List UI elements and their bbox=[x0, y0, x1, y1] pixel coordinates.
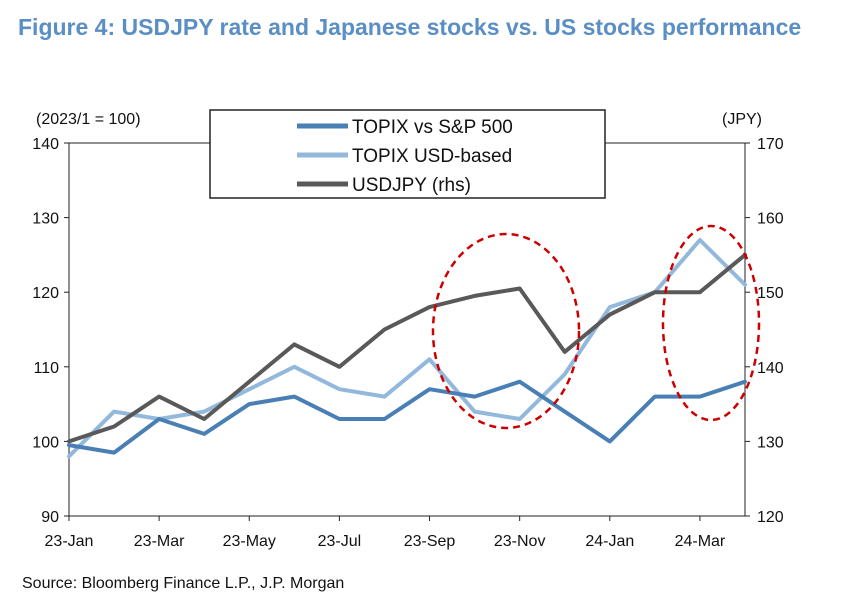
y-tick-label: 140 bbox=[32, 136, 59, 153]
legend-label-topix-vs-sp500: TOPIX vs S&P 500 bbox=[352, 117, 513, 138]
y2-tick-label: 170 bbox=[757, 136, 784, 153]
y2-tick-label: 160 bbox=[757, 211, 784, 228]
x-tick-label: 23-Nov bbox=[494, 533, 546, 550]
y2-tick-label: 150 bbox=[757, 285, 784, 302]
annotation-ellipse-1 bbox=[431, 232, 581, 430]
series-line-topix-usd bbox=[67, 238, 747, 459]
y-tick-label: 120 bbox=[32, 285, 59, 302]
series-line-topix-vs-sp500 bbox=[67, 379, 747, 455]
series-line-usdjpy bbox=[67, 252, 747, 444]
legend: TOPIX vs S&P 500 TOPIX USD-based USDJPY … bbox=[209, 109, 606, 199]
x-tick-label: 24-Jan bbox=[585, 533, 634, 550]
legend-label-topix-usd: TOPIX USD-based bbox=[352, 146, 512, 167]
x-tick-label: 24-Mar bbox=[675, 533, 726, 550]
y2-tick-label: 130 bbox=[757, 434, 784, 451]
right-axis-unit: (JPY) bbox=[722, 111, 762, 128]
left-axis-unit: (2023/1 = 100) bbox=[36, 111, 141, 128]
plot-frame bbox=[68, 142, 746, 517]
x-tick-label: 23-May bbox=[223, 533, 276, 550]
chart-title: Figure 4: USDJPY rate and Japanese stock… bbox=[18, 14, 802, 40]
y-tick-label: 90 bbox=[41, 509, 59, 526]
legend-label-usdjpy: USDJPY (rhs) bbox=[352, 175, 471, 196]
source-note: Source: Bloomberg Finance L.P., J.P. Mor… bbox=[22, 575, 345, 592]
y-tick-label: 100 bbox=[32, 434, 59, 451]
x-tick-label: 23-Sep bbox=[404, 533, 456, 550]
y-tick-label: 130 bbox=[32, 211, 59, 228]
x-tick-label: 23-Jan bbox=[45, 533, 94, 550]
y2-tick-label: 120 bbox=[757, 509, 784, 526]
x-tick-label: 23-Mar bbox=[134, 533, 185, 550]
x-tick-label: 23-Jul bbox=[318, 533, 362, 550]
y-tick-label: 110 bbox=[33, 360, 59, 377]
annotation-ellipse-2 bbox=[661, 224, 761, 422]
y2-tick-label: 140 bbox=[757, 360, 784, 377]
